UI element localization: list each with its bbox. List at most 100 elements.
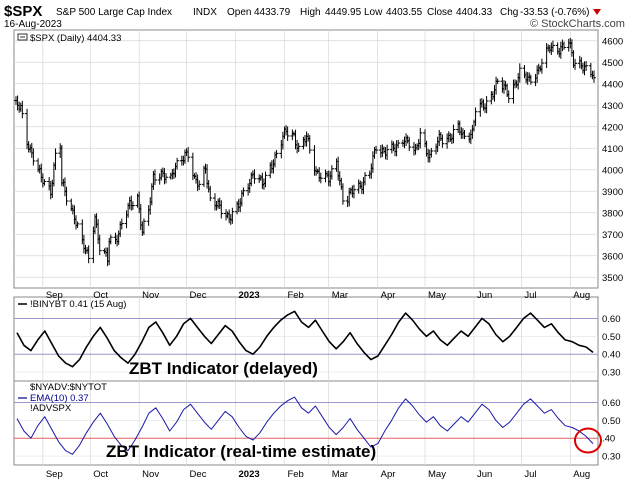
price-bar: [517, 63, 522, 83]
price-bar: [539, 58, 544, 74]
header-open-value: 4433.79: [254, 7, 291, 18]
zbt-realtime-y-tick: 0.30: [602, 452, 621, 463]
header-low-label: Low: [364, 7, 383, 18]
zbt-delayed-y-tick: 0.50: [602, 332, 621, 343]
price-bar: [329, 165, 334, 180]
price-bar: [274, 149, 279, 159]
price-month-label: Jun: [477, 290, 492, 301]
price-y-tick: 4400: [602, 79, 623, 90]
price-bar: [164, 173, 169, 184]
header-open-label: Open: [227, 7, 251, 18]
price-y-tick: 3900: [602, 187, 623, 198]
gridlines: [14, 30, 598, 465]
header-index-name: S&P 500 Large Cap Index: [56, 7, 172, 18]
tick-labels: Sep Sep Oct Oct Nov Nov Dec Dec 2023 2023 Feb Feb Ma…: [46, 36, 623, 480]
price-bar: [252, 169, 257, 184]
price-bars: [14, 37, 596, 267]
zbt-realtime-ema-line: [16, 396, 594, 455]
price-y-tick: 3600: [602, 251, 623, 262]
price-month-label: 2023: [239, 290, 260, 301]
stockcharts-brand: © StockCharts.com: [530, 18, 625, 30]
header-chg-value: -33.53 (-0.76%): [520, 7, 589, 18]
price-month-label: Mar: [332, 290, 348, 301]
header-high-label: High: [300, 7, 321, 18]
price-month-label: Sep: [46, 290, 63, 301]
price-bar: [285, 126, 290, 141]
indicator-month-label: Jun: [477, 469, 492, 480]
zbt-realtime-annotation: ZBT Indicator (real-time estimate): [106, 442, 376, 461]
zbt-delayed-legend-text: !BINYBT 0.41 (15 Aug): [30, 299, 126, 310]
price-bar: [584, 61, 589, 71]
price-bar: [374, 145, 379, 154]
price-bar: [130, 201, 135, 210]
zbt-realtime-legend-line-1: $NYADV:$NYTOT: [30, 382, 107, 393]
price-bar: [108, 234, 113, 245]
price-y-tick: 4000: [602, 165, 623, 176]
price-month-label: Apr: [381, 290, 396, 301]
price-bar: [53, 148, 58, 170]
price-y-tick: 4100: [602, 144, 623, 155]
header-close-value: 4404.33: [456, 7, 493, 18]
price-month-label: Feb: [287, 290, 303, 301]
zbt-delayed-legend: !BINYBT 0.41 (15 Aug): [18, 299, 126, 310]
price-bar: [573, 58, 578, 70]
price-bar: [351, 184, 356, 199]
price-bar: [97, 234, 102, 256]
zbt-realtime-panel-frame: [13, 380, 599, 466]
price-y-tick: 4200: [602, 122, 623, 133]
zbt-delayed-line: [16, 310, 594, 368]
header-date: 16-Aug-2023: [4, 19, 62, 30]
price-bar: [495, 78, 500, 85]
zbt-realtime-legend: $NYADV:$NYTOT EMA(10) 0.37 !ADVSPX: [18, 382, 107, 414]
price-bar: [119, 218, 124, 230]
price-bar: [175, 157, 180, 170]
price-bar: [340, 183, 345, 205]
header-low-value: 4403.55: [386, 7, 423, 18]
header-ticker: $SPX: [4, 3, 42, 20]
price-month-label: Oct: [93, 290, 108, 301]
zbt-delayed-y-tick: 0.40: [602, 350, 621, 361]
price-month-label: Dec: [190, 290, 207, 301]
price-bar: [64, 186, 69, 206]
price-panel-frame: [13, 29, 599, 289]
indicator-month-label: Dec: [190, 469, 207, 480]
price-bar: [318, 172, 323, 184]
zbt-realtime-y-tick: .40: [602, 434, 615, 445]
price-bar: [528, 74, 533, 85]
price-bar: [208, 185, 213, 202]
indicator-month-label: Feb: [287, 469, 303, 480]
header-exchange: INDX: [193, 7, 217, 18]
indicator-month-label: Jul: [524, 469, 536, 480]
price-y-tick: 4500: [602, 58, 623, 69]
price-bar: [75, 221, 80, 228]
price-bar: [230, 207, 235, 224]
price-bar: [241, 187, 246, 197]
indicator-month-label: 2023: [239, 469, 260, 480]
price-bar: [385, 144, 390, 161]
zbt-delayed-series: [16, 310, 594, 368]
price-y-tick: 3700: [602, 230, 623, 241]
price-bar: [429, 147, 434, 158]
price-legend: $SPX (Daily) 4404.33: [17, 33, 121, 44]
price-bar: [451, 124, 456, 144]
price-bar: [561, 41, 566, 50]
price-bar: [86, 245, 91, 264]
indicator-month-label: Aug: [573, 469, 590, 480]
price-bar: [396, 139, 401, 149]
header-high-value: 4449.95: [325, 7, 362, 18]
price-y-tick: 4600: [602, 36, 623, 47]
price-bar: [186, 147, 191, 163]
zbt-realtime-y-tick: 0.50: [602, 416, 621, 427]
price-bar: [141, 218, 146, 235]
price-bar: [263, 171, 268, 188]
price-y-tick: 3800: [602, 208, 623, 219]
price-month-label: Aug: [573, 290, 590, 301]
price-bar: [42, 179, 47, 186]
header-chg-label: Chg: [500, 7, 518, 18]
price-bar: [506, 90, 511, 103]
indicator-month-label: May: [428, 469, 446, 480]
price-bar: [550, 40, 555, 53]
price-bar: [418, 127, 423, 149]
price-legend-text: $SPX (Daily) 4404.33: [30, 33, 121, 44]
